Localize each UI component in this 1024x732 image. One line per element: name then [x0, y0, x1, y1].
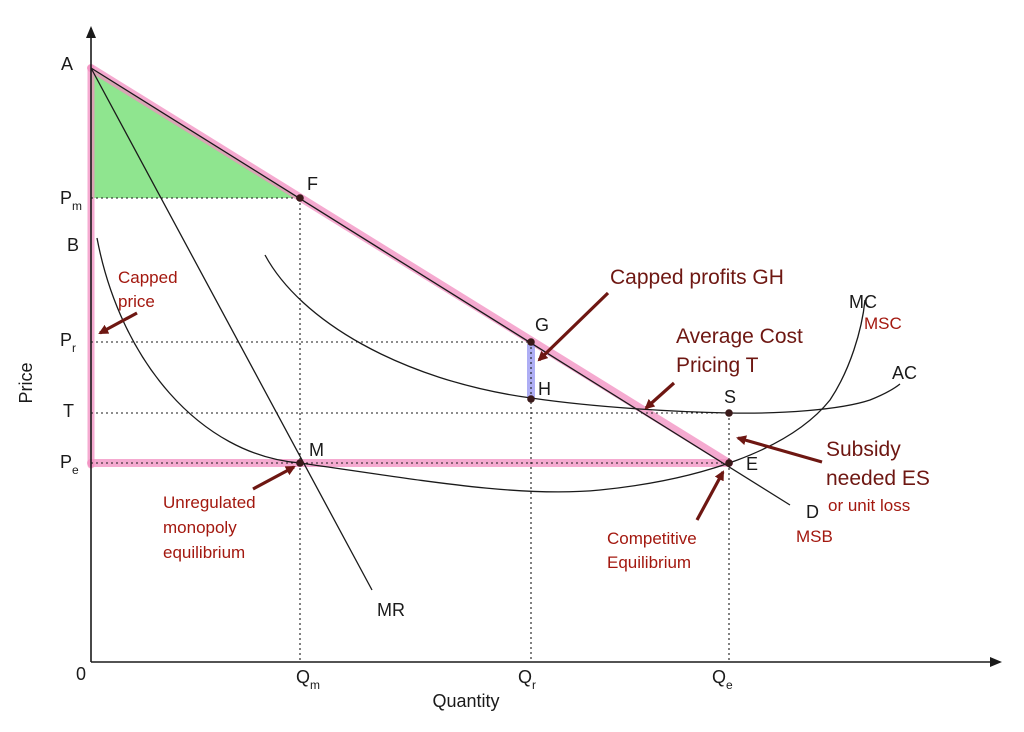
y-axis-title: Price	[16, 362, 36, 403]
label-mr: MR	[377, 600, 405, 620]
mc-curve	[96, 237, 866, 493]
label-pe: Pe	[60, 452, 79, 477]
label-e: E	[746, 454, 758, 474]
label-mc: MC	[849, 292, 877, 312]
label-qm: Qm	[296, 667, 320, 692]
svg-text:needed ES: needed ES	[826, 467, 930, 490]
label-d: D	[806, 502, 819, 522]
svg-text:or unit loss: or unit loss	[828, 496, 910, 515]
svg-text:price: price	[118, 292, 155, 311]
svg-text:Unregulated: Unregulated	[163, 493, 256, 512]
label-msb: MSB	[796, 527, 833, 546]
label-qr: Qr	[518, 667, 536, 692]
svg-text:Subsidy: Subsidy	[826, 438, 901, 461]
label-ac: AC	[892, 363, 917, 383]
ac-curve	[264, 254, 901, 414]
label-m: M	[309, 440, 324, 460]
label-a: A	[61, 54, 73, 74]
label-h: H	[538, 379, 551, 399]
svg-text:monopoly: monopoly	[163, 518, 237, 537]
svg-text:Equilibrium: Equilibrium	[607, 553, 691, 572]
label-t: T	[63, 401, 74, 421]
mr-curve	[90, 67, 373, 591]
capped-profits-note: Capped profits GH	[610, 266, 784, 289]
label-qe: Qe	[712, 667, 733, 692]
label-s: S	[724, 387, 736, 407]
unregulated-monopoly-note: Unregulated monopoly equilibrium	[163, 493, 256, 562]
svg-text:equilibrium: equilibrium	[163, 543, 245, 562]
origin-label: 0	[76, 664, 86, 684]
label-msc: MSC	[864, 314, 902, 333]
svg-text:Average Cost: Average Cost	[676, 325, 803, 348]
label-f: F	[307, 174, 318, 194]
svg-text:Competitive: Competitive	[607, 529, 697, 548]
acp-note: Average Cost Pricing T	[676, 325, 803, 377]
svg-text:Pricing T: Pricing T	[676, 354, 759, 377]
svg-text:Capped: Capped	[118, 268, 178, 287]
point-markers	[296, 194, 733, 467]
label-pm: Pm	[60, 188, 82, 213]
guide-lines	[91, 197, 730, 662]
competitive-equilibrium-note: Competitive Equilibrium	[607, 529, 697, 572]
demand-curve	[90, 67, 791, 506]
capped-price-note: Capped price	[118, 268, 178, 311]
annotation-arrows	[98, 291, 823, 521]
subsidy-note: Subsidy needed ES or unit loss	[826, 438, 930, 515]
label-g: G	[535, 315, 549, 335]
x-axis-title: Quantity	[432, 691, 499, 711]
label-pr: Pr	[60, 330, 76, 355]
label-b: B	[67, 235, 79, 255]
